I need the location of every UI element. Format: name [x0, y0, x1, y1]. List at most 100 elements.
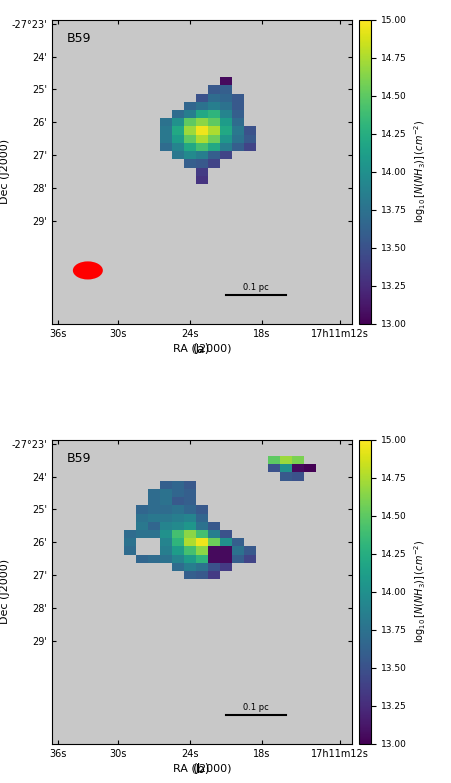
Bar — [244, 554, 256, 563]
Bar — [196, 110, 208, 118]
Bar — [172, 538, 184, 547]
Bar — [160, 497, 172, 505]
Bar — [208, 135, 220, 143]
Bar — [208, 554, 220, 563]
Bar — [148, 521, 160, 530]
Bar — [208, 571, 220, 579]
Bar — [244, 143, 256, 151]
Bar — [208, 160, 220, 168]
Bar — [208, 143, 220, 151]
Bar — [172, 554, 184, 563]
Bar — [196, 168, 208, 176]
Bar — [172, 135, 184, 143]
Bar — [172, 489, 184, 497]
Bar — [220, 110, 232, 118]
Bar — [232, 554, 244, 563]
Text: B59: B59 — [67, 452, 92, 464]
Bar — [148, 530, 160, 538]
Text: B59: B59 — [67, 32, 92, 45]
Bar — [208, 151, 220, 160]
Bar — [184, 497, 196, 505]
Bar — [184, 143, 196, 151]
Bar — [196, 102, 208, 110]
Bar — [184, 530, 196, 538]
Bar — [208, 118, 220, 127]
Text: 0.1 pc: 0.1 pc — [243, 703, 269, 712]
Bar — [196, 547, 208, 554]
Bar — [160, 538, 172, 547]
Bar — [232, 127, 244, 135]
Bar — [148, 505, 160, 514]
Bar — [124, 538, 136, 547]
Bar — [196, 563, 208, 571]
Bar — [196, 118, 208, 127]
Bar — [160, 547, 172, 554]
Ellipse shape — [73, 262, 103, 280]
Bar — [244, 127, 256, 135]
Bar — [208, 538, 220, 547]
Bar — [208, 94, 220, 102]
Bar — [184, 521, 196, 530]
Bar — [196, 530, 208, 538]
Bar — [220, 135, 232, 143]
Bar — [184, 538, 196, 547]
Bar — [220, 94, 232, 102]
Bar — [220, 151, 232, 160]
Bar — [160, 135, 172, 143]
Bar — [232, 135, 244, 143]
Bar — [148, 489, 160, 497]
Bar — [220, 547, 232, 554]
Bar — [172, 481, 184, 489]
Bar — [160, 521, 172, 530]
Bar — [232, 102, 244, 110]
Bar — [208, 530, 220, 538]
Bar — [184, 110, 196, 118]
Bar — [184, 151, 196, 160]
Bar — [292, 456, 304, 464]
Bar — [160, 505, 172, 514]
Bar — [196, 514, 208, 521]
Bar — [196, 554, 208, 563]
Bar — [208, 102, 220, 110]
Bar — [184, 563, 196, 571]
Bar — [148, 497, 160, 505]
Bar — [208, 110, 220, 118]
Bar — [184, 481, 196, 489]
Bar — [172, 497, 184, 505]
Bar — [184, 127, 196, 135]
Y-axis label: Dec (J2000): Dec (J2000) — [0, 559, 10, 624]
Bar — [172, 127, 184, 135]
Y-axis label: Dec (J2000): Dec (J2000) — [0, 139, 10, 204]
Bar — [160, 514, 172, 521]
Bar — [232, 538, 244, 547]
Bar — [196, 176, 208, 184]
X-axis label: RA (J2000): RA (J2000) — [173, 764, 231, 774]
Bar — [220, 127, 232, 135]
Bar — [184, 489, 196, 497]
Bar — [148, 554, 160, 563]
Bar — [196, 127, 208, 135]
Bar — [232, 118, 244, 127]
Bar — [220, 85, 232, 94]
Bar — [160, 554, 172, 563]
Bar — [196, 538, 208, 547]
Bar — [172, 151, 184, 160]
Bar — [196, 151, 208, 160]
Bar — [160, 530, 172, 538]
Bar — [220, 102, 232, 110]
Bar — [184, 102, 196, 110]
Bar — [232, 110, 244, 118]
Bar — [172, 118, 184, 127]
Bar — [160, 481, 172, 489]
Bar — [292, 464, 304, 472]
Bar — [280, 456, 292, 464]
Bar — [160, 489, 172, 497]
Bar — [196, 571, 208, 579]
Bar — [136, 554, 148, 563]
Bar — [136, 521, 148, 530]
Bar — [244, 135, 256, 143]
Bar — [220, 530, 232, 538]
Bar — [220, 143, 232, 151]
Bar — [172, 547, 184, 554]
Bar — [196, 160, 208, 168]
